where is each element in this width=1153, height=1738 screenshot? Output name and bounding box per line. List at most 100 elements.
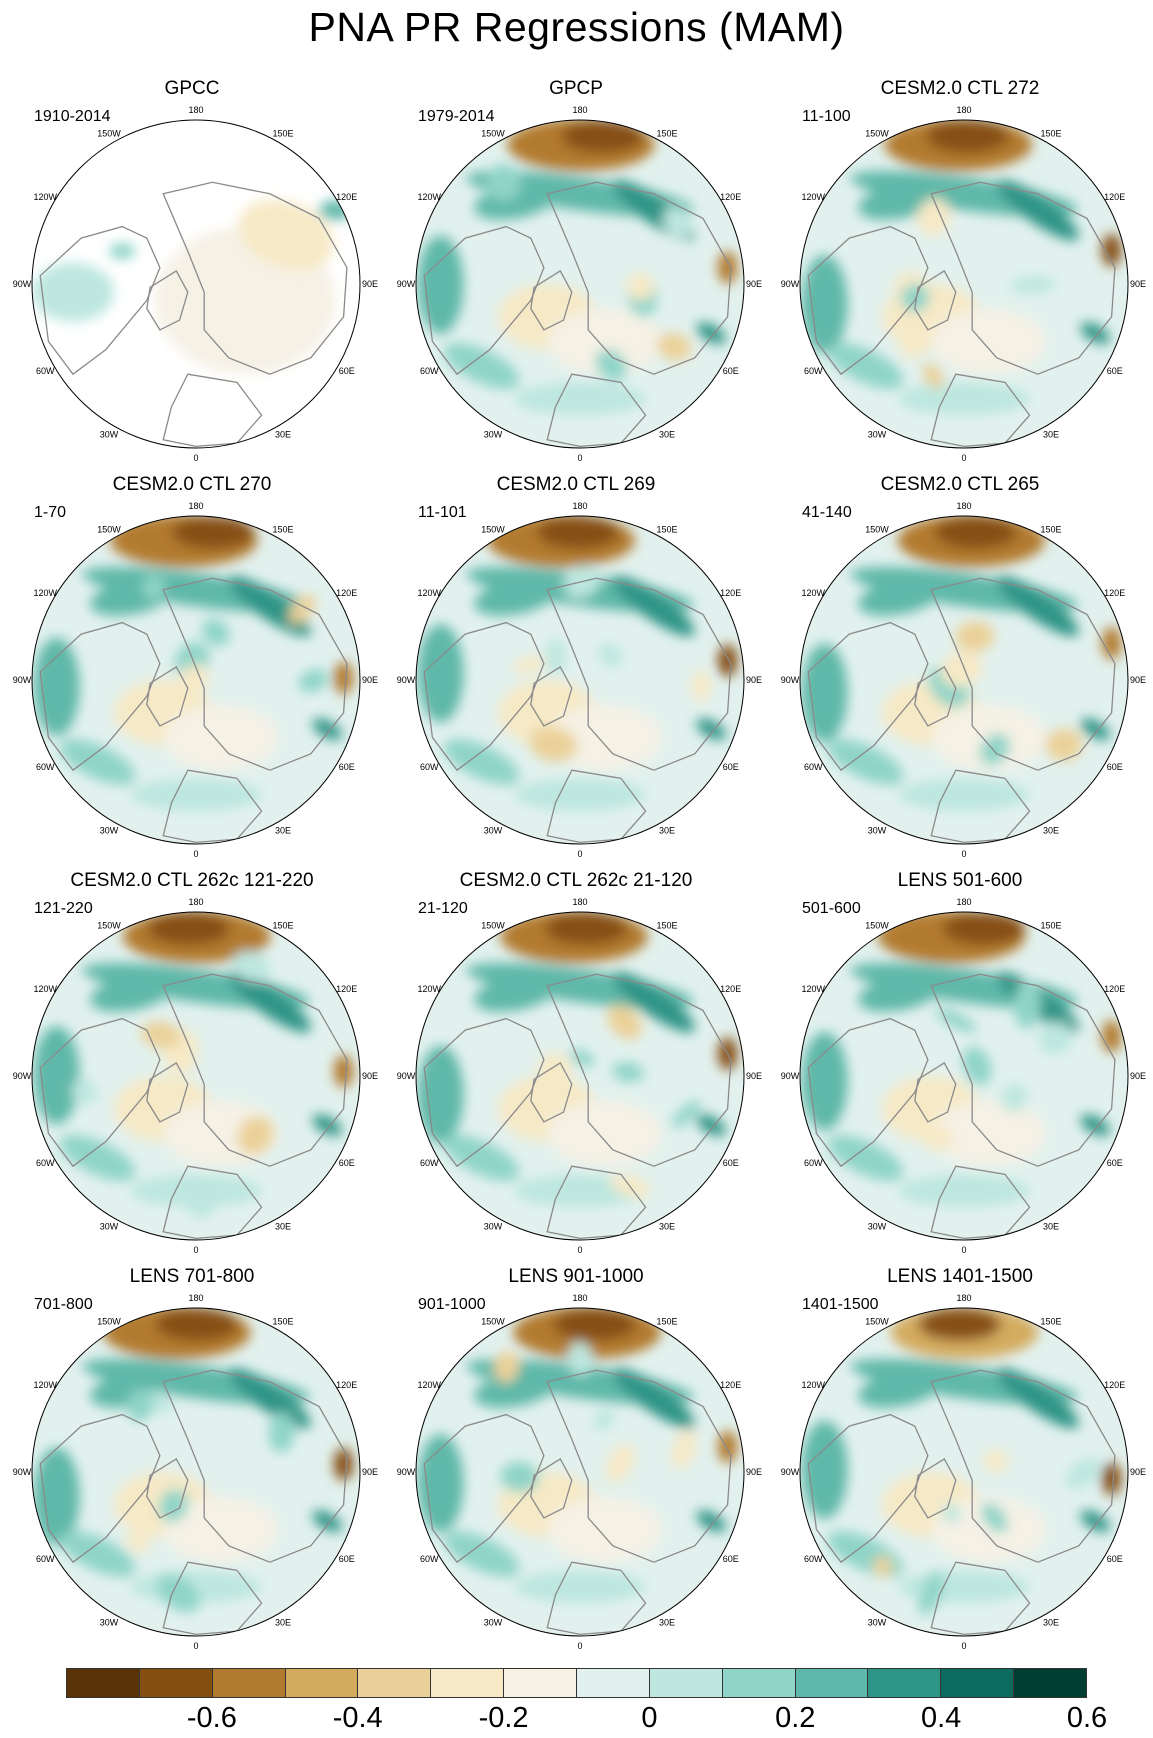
longitude-label: 180: [572, 1293, 587, 1303]
longitude-label: 120W: [802, 1380, 826, 1390]
longitude-label: 120E: [1104, 588, 1125, 598]
panel-period: 901-1000: [418, 1296, 486, 1313]
panel-period: 121-220: [34, 900, 93, 917]
polar-map: 180 150E 120E 90E 60E 30E 0 30W 60W 90W 120W 150W: [781, 897, 1146, 1255]
coastline: [530, 1061, 573, 1123]
coastline: [546, 1369, 732, 1563]
map-panel: CESM2.0 CTL 270 180 150E 120E 90E 60E 30E 0 30W 6…: [0, 474, 384, 870]
panel-period: 501-600: [802, 900, 861, 917]
coastline: [162, 577, 348, 771]
longitude-label: 150E: [1040, 524, 1061, 534]
map-panel: LENS 901-1000 180 150E 120E 90E 60E 30E 0 30W 60W…: [384, 1266, 768, 1662]
longitude-label: 30E: [1043, 1618, 1059, 1628]
longitude-label: 150E: [1040, 128, 1061, 138]
coastline: [423, 225, 545, 376]
coastline: [930, 181, 1116, 375]
longitude-label: 120W: [34, 1380, 58, 1390]
longitude-label: 30E: [659, 1222, 675, 1232]
longitude-label: 180: [188, 897, 203, 907]
longitude-label: 90W: [13, 279, 32, 289]
colorbar-swatch: [795, 1669, 869, 1697]
panel-period: 1401-1500: [802, 1296, 879, 1313]
longitude-label: 150W: [481, 128, 505, 138]
longitude-label: 60E: [723, 1554, 739, 1564]
coastline: [930, 769, 1031, 844]
longitude-label: 0: [193, 849, 198, 859]
longitude-label: 90W: [781, 1071, 800, 1081]
polar-map: 180 150E 120E 90E 60E 30E 0 30W 60W 90W 120W 150W: [397, 105, 762, 463]
coastline: [914, 269, 957, 331]
longitude-label: 120E: [720, 192, 741, 202]
longitude-label: 30E: [659, 826, 675, 836]
colorbar-swatch: [649, 1669, 723, 1697]
longitude-label: 180: [956, 897, 971, 907]
longitude-label: 90E: [1130, 675, 1146, 685]
longitude-label: 120W: [802, 588, 826, 598]
longitude-label: 60W: [36, 1158, 55, 1168]
longitude-label: 30E: [275, 1618, 291, 1628]
polar-map: 180 150E 120E 90E 60E 30E 0 30W 60W 90W 120W 150W: [13, 1293, 378, 1651]
coastline: [546, 1165, 647, 1240]
coastline: [914, 1457, 957, 1519]
longitude-label: 120E: [720, 588, 741, 598]
longitude-label: 0: [577, 453, 582, 463]
polar-map: 180 150E 120E 90E 60E 30E 0 30W 60W 90W 120W 150W: [781, 1293, 1146, 1651]
longitude-label: 0: [193, 453, 198, 463]
panel-title: CESM2.0 CTL 262c 121-220: [70, 870, 314, 891]
longitude-label: 90E: [1130, 1467, 1146, 1477]
longitude-label: 60W: [420, 366, 439, 376]
longitude-label: 0: [577, 1641, 582, 1651]
polar-map: 180 150E 120E 90E 60E 30E 0 30W 60W 90W 120W 150W: [397, 501, 762, 859]
longitude-label: 150E: [656, 524, 677, 534]
longitude-label: 90W: [397, 279, 416, 289]
colorbar: [66, 1668, 1087, 1698]
longitude-label: 180: [188, 1293, 203, 1303]
coastline: [546, 181, 732, 375]
longitude-label: 30E: [659, 1618, 675, 1628]
longitude-label: 90W: [13, 675, 32, 685]
longitude-label: 30W: [100, 430, 119, 440]
figure-title: PNA PR Regressions (MAM): [308, 4, 845, 50]
map-panel: CESM2.0 CTL 265 180 150E 120E 90E 60E 30E 0 30W 6…: [768, 474, 1152, 870]
panel-period: 701-800: [34, 1296, 93, 1313]
longitude-label: 120E: [336, 588, 357, 598]
colorbar-swatch: [868, 1669, 942, 1697]
coastline: [930, 1165, 1031, 1240]
longitude-label: 30E: [275, 430, 291, 440]
coastline: [162, 973, 348, 1167]
longitude-label: 0: [193, 1641, 198, 1651]
polar-map: 180 150E 120E 90E 60E 30E 0 30W 60W 90W 120W 150W: [13, 501, 378, 859]
longitude-label: 30W: [868, 1222, 887, 1232]
colorbar-swatch: [722, 1669, 796, 1697]
longitude-label: 60E: [1107, 366, 1123, 376]
coastline: [423, 1017, 545, 1168]
colorbar-tick-label: 0.2: [775, 1702, 816, 1734]
panel-title: CESM2.0 CTL 262c 21-120: [459, 870, 693, 891]
longitude-label: 150E: [272, 524, 293, 534]
colorbar-tick-label: 0.4: [920, 1702, 962, 1734]
map-panel: LENS 1401-1500 180 150E 120E 90E 60E 30E 0 30W 60…: [768, 1266, 1152, 1662]
polar-map: 180 150E 120E 90E 60E 30E 0 30W 60W 90W 120W 150W: [397, 897, 762, 1255]
colorbar-tick-label: -0.2: [478, 1702, 529, 1734]
longitude-label: 30W: [100, 826, 119, 836]
longitude-label: 30E: [1043, 826, 1059, 836]
longitude-label: 90E: [1130, 279, 1146, 289]
longitude-label: 30W: [484, 826, 503, 836]
colorbar-swatch: [504, 1669, 578, 1697]
map-panel: LENS 501-600 180 150E 120E 90E 60E 30E 0 30W 60W 9…: [768, 870, 1152, 1266]
coastline: [39, 1017, 161, 1168]
panel-title: CESM2.0 CTL 265: [880, 474, 1040, 495]
longitude-label: 60E: [339, 366, 355, 376]
longitude-label: 120E: [336, 1380, 357, 1390]
polar-map: 180 150E 120E 90E 60E 30E 0 30W 60W 90W 120W 150W: [781, 501, 1146, 859]
colorbar-swatch: [577, 1669, 650, 1697]
panel-period: 41-140: [802, 504, 852, 521]
longitude-label: 0: [577, 1245, 582, 1255]
longitude-label: 0: [193, 1245, 198, 1255]
coastline: [807, 225, 929, 376]
longitude-label: 90E: [746, 1467, 762, 1477]
longitude-label: 90E: [362, 675, 378, 685]
colorbar-swatch: [941, 1669, 1015, 1697]
longitude-label: 60W: [804, 1554, 823, 1564]
longitude-label: 120W: [418, 984, 442, 994]
